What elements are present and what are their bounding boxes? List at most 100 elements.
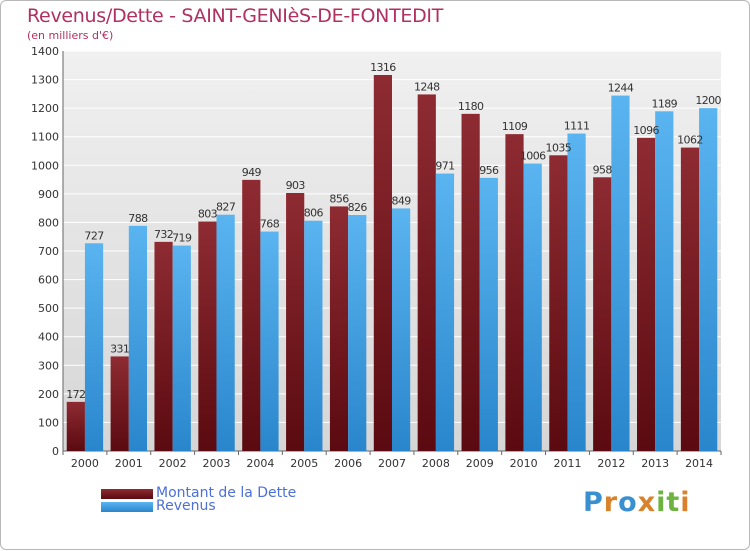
data-label: 971: [435, 160, 454, 173]
data-label: 956: [479, 164, 499, 177]
y-tick-label: 1000: [31, 159, 59, 172]
page-title: Revenus/Dette - SAINT-GENIèS-DE-FONTEDIT: [27, 5, 444, 27]
bar-revenus: [479, 177, 498, 451]
data-label: 1189: [651, 97, 677, 110]
data-label: 1316: [370, 61, 396, 74]
bar-debt: [461, 113, 480, 451]
bar-debt: [242, 179, 261, 451]
data-label: 1248: [414, 80, 440, 93]
y-tick-label: 1100: [31, 131, 59, 144]
data-label: 1244: [608, 82, 634, 95]
x-tick-label: 2014: [685, 457, 713, 470]
data-label: 768: [260, 218, 280, 231]
data-label: 826: [348, 201, 368, 214]
x-tick-label: 2011: [553, 457, 581, 470]
data-label: 803: [198, 208, 218, 221]
logo-letter: x: [637, 487, 657, 518]
data-label: 1200: [695, 94, 721, 107]
bar-revenus: [435, 173, 455, 452]
data-label: 1180: [458, 100, 484, 113]
y-tick-label: 1200: [31, 102, 59, 115]
bar-debt: [593, 177, 612, 452]
bar-debt: [549, 155, 568, 452]
x-tick-label: 2003: [203, 457, 231, 470]
y-tick-label: 800: [38, 216, 59, 229]
logo-letter: i: [656, 487, 667, 518]
data-label: 1109: [502, 120, 528, 133]
bar-revenus: [699, 108, 718, 452]
bar-debt: [505, 134, 524, 451]
data-label: 727: [84, 229, 104, 242]
bar-debt: [66, 401, 85, 451]
y-tick-label: 1300: [31, 74, 59, 87]
bar-debt: [373, 75, 392, 451]
bar-revenus: [611, 95, 630, 452]
x-tick-label: 2001: [115, 457, 143, 470]
legend-swatch-revenus: [101, 502, 153, 512]
legend-label-revenus: Revenus: [156, 498, 216, 514]
bar-debt: [110, 356, 129, 451]
y-tick-label: 0: [52, 445, 59, 458]
data-label: 958: [593, 163, 613, 176]
legend-swatch-debt: [101, 489, 153, 499]
bar-revenus: [172, 245, 191, 451]
bar-revenus: [128, 225, 147, 451]
x-tick-label: 2004: [246, 457, 274, 470]
bar-revenus: [392, 208, 411, 451]
logo-letter: P: [583, 487, 604, 518]
x-tick-label: 2005: [290, 457, 318, 470]
y-tick-label: 300: [38, 359, 59, 372]
data-label: 788: [128, 212, 148, 225]
data-label: 331: [110, 342, 129, 355]
x-tick-label: 2009: [466, 457, 494, 470]
x-tick-label: 2012: [597, 457, 625, 470]
logo-letter: r: [603, 487, 619, 518]
proxiti-logo: Proxiti: [583, 487, 691, 518]
y-tick-label: 500: [38, 302, 59, 315]
logo-letter: o: [618, 487, 638, 518]
bar-revenus: [260, 231, 279, 451]
bars: [66, 75, 718, 452]
bar-debt: [329, 206, 349, 451]
data-label: 172: [66, 388, 85, 401]
y-tick-label: 900: [38, 188, 59, 201]
bar-debt: [154, 241, 173, 451]
x-tick-label: 2002: [159, 457, 187, 470]
x-tick-label: 2006: [334, 457, 362, 470]
y-tick-label: 600: [38, 274, 59, 287]
data-label: 949: [242, 166, 262, 179]
data-label: 1062: [677, 134, 703, 147]
data-label: 827: [216, 201, 236, 214]
y-tick-label: 100: [38, 416, 59, 429]
bar-revenus: [304, 220, 323, 451]
bar-revenus: [523, 163, 542, 452]
data-label: 732: [154, 228, 173, 241]
bar-revenus: [216, 214, 235, 451]
x-tick-label: 2013: [641, 457, 669, 470]
data-label: 719: [172, 232, 192, 245]
x-tick-label: 2008: [422, 457, 450, 470]
bar-debt: [417, 94, 436, 451]
bar-revenus: [567, 133, 586, 452]
data-label: 849: [391, 194, 411, 207]
bar-revenus: [84, 243, 104, 451]
data-label: 806: [304, 207, 324, 220]
y-tick-label: 700: [38, 245, 59, 258]
y-tick-label: 400: [38, 331, 59, 344]
chart-subtitle: (en milliers d'€): [27, 29, 114, 42]
bar-debt: [286, 193, 305, 451]
data-label: 1006: [520, 150, 546, 163]
y-tick-label: 1400: [31, 45, 59, 58]
x-tick-label: 2000: [71, 457, 99, 470]
x-tick-label: 2010: [510, 457, 538, 470]
data-label: 1111: [564, 120, 590, 133]
logo-letter: i: [680, 487, 691, 518]
bar-debt: [680, 147, 700, 452]
x-tick-label: 2007: [378, 457, 406, 470]
data-label: 1096: [633, 124, 659, 137]
y-tick-label: 200: [38, 388, 59, 401]
logo-letter: t: [666, 487, 681, 518]
bar-revenus: [348, 215, 367, 451]
